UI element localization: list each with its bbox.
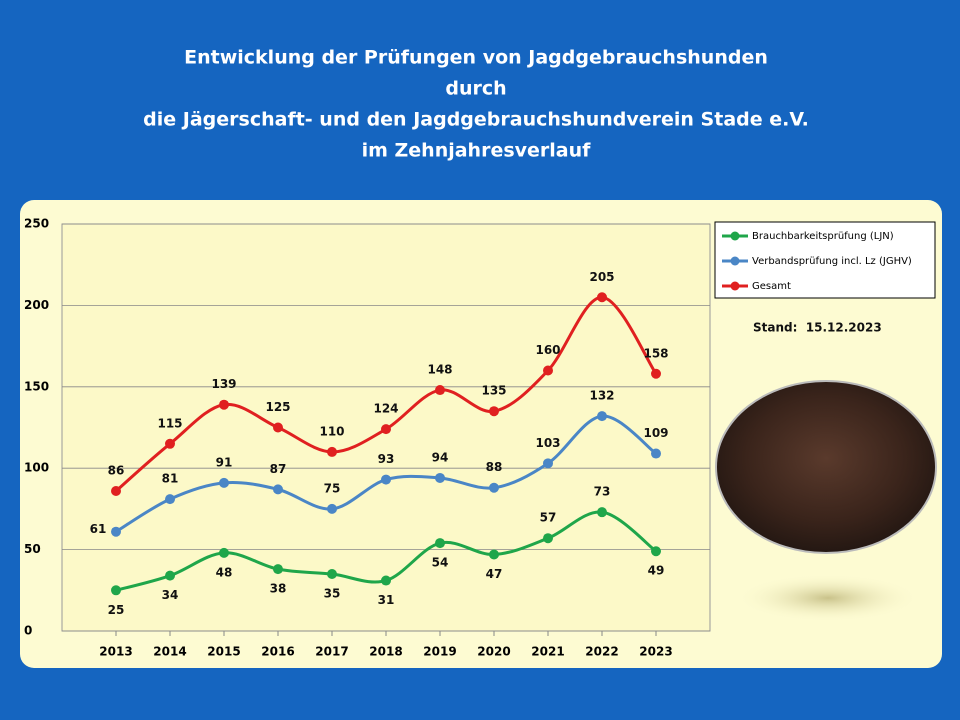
data-label: 38 bbox=[270, 582, 287, 596]
data-label: 148 bbox=[427, 363, 452, 377]
data-label: 103 bbox=[535, 436, 560, 450]
data-point bbox=[543, 533, 553, 544]
data-label: 124 bbox=[373, 402, 398, 416]
data-point bbox=[543, 458, 553, 469]
series-line bbox=[115, 295, 658, 493]
x-tick-label: 2017 bbox=[315, 645, 348, 659]
data-label: 115 bbox=[157, 416, 182, 430]
legend-label: Gesamt bbox=[752, 281, 791, 292]
x-tick-label: 2022 bbox=[585, 645, 618, 659]
data-label: 125 bbox=[265, 400, 290, 414]
data-label: 54 bbox=[432, 556, 449, 570]
data-point bbox=[381, 474, 391, 485]
y-tick-label: 50 bbox=[24, 542, 41, 556]
data-point bbox=[111, 526, 121, 537]
x-tick-label: 2023 bbox=[639, 645, 672, 659]
data-point bbox=[651, 546, 661, 557]
data-point bbox=[597, 507, 607, 518]
x-tick-label: 2013 bbox=[99, 645, 132, 659]
data-label: 31 bbox=[378, 593, 395, 607]
legend-label: Verbandsprüfung incl. Lz (JGHV) bbox=[752, 256, 912, 267]
y-tick-label: 0 bbox=[24, 624, 32, 638]
data-point bbox=[597, 411, 607, 422]
data-point bbox=[111, 585, 121, 596]
data-point bbox=[165, 494, 175, 505]
data-point bbox=[273, 422, 283, 433]
data-label: 158 bbox=[643, 346, 668, 360]
data-point bbox=[165, 570, 175, 581]
data-label: 57 bbox=[540, 511, 557, 525]
data-label: 73 bbox=[594, 485, 611, 499]
data-point bbox=[327, 569, 337, 580]
data-label: 35 bbox=[324, 587, 341, 601]
data-point bbox=[435, 385, 445, 396]
data-point bbox=[219, 547, 229, 558]
chart-title: im Zehnjahresverlauf bbox=[362, 140, 592, 162]
data-label: 109 bbox=[643, 426, 668, 440]
legend-marker bbox=[730, 281, 740, 291]
x-tick-label: 2016 bbox=[261, 645, 294, 659]
data-point bbox=[111, 485, 121, 496]
data-label: 87 bbox=[270, 462, 287, 476]
data-point bbox=[273, 484, 283, 495]
annotation: Stand: 15.12.2023 bbox=[753, 321, 882, 335]
data-point bbox=[219, 477, 229, 488]
chart-title: die Jägerschaft- und den Jagdgebrauchshu… bbox=[143, 109, 809, 131]
data-label: 94 bbox=[432, 450, 449, 464]
data-point bbox=[489, 406, 499, 417]
data-point bbox=[489, 482, 499, 493]
data-label: 49 bbox=[648, 564, 665, 578]
data-label: 34 bbox=[162, 588, 179, 602]
x-tick-label: 2021 bbox=[531, 645, 564, 659]
data-point bbox=[651, 368, 661, 379]
data-point bbox=[273, 564, 283, 575]
legend bbox=[714, 221, 936, 299]
data-label: 132 bbox=[589, 389, 614, 403]
x-tick-label: 2015 bbox=[207, 645, 240, 659]
y-tick-label: 200 bbox=[24, 298, 49, 312]
data-label: 75 bbox=[324, 481, 341, 495]
data-point bbox=[543, 365, 553, 376]
data-label: 47 bbox=[486, 567, 503, 581]
data-point bbox=[165, 438, 175, 449]
data-point bbox=[327, 446, 337, 457]
data-label: 110 bbox=[319, 424, 344, 438]
data-point bbox=[489, 549, 499, 560]
data-label: 25 bbox=[108, 603, 125, 617]
data-label: 81 bbox=[162, 472, 179, 486]
data-label: 93 bbox=[378, 452, 395, 466]
x-tick-label: 2014 bbox=[153, 645, 186, 659]
data-point bbox=[381, 424, 391, 435]
data-label: 88 bbox=[486, 460, 503, 474]
y-tick-label: 250 bbox=[24, 217, 49, 231]
x-tick-label: 2020 bbox=[477, 645, 510, 659]
x-tick-label: 2018 bbox=[369, 645, 402, 659]
photo-shadow bbox=[736, 574, 920, 622]
y-tick-label: 150 bbox=[24, 379, 49, 393]
data-label: 205 bbox=[589, 270, 614, 284]
x-tick-label: 2019 bbox=[423, 645, 456, 659]
data-label: 139 bbox=[211, 377, 236, 391]
data-label: 48 bbox=[216, 565, 233, 579]
y-tick-label: 100 bbox=[24, 461, 49, 475]
data-point bbox=[651, 448, 661, 459]
dog-photo bbox=[715, 380, 937, 554]
legend-marker bbox=[730, 231, 740, 241]
data-point bbox=[435, 538, 445, 549]
data-point bbox=[435, 472, 445, 483]
data-point bbox=[381, 575, 391, 586]
chart-title: Entwicklung der Prüfungen von Jagdgebrau… bbox=[184, 47, 768, 69]
data-label: 135 bbox=[481, 384, 506, 398]
legend-marker bbox=[730, 256, 740, 266]
data-point bbox=[219, 399, 229, 410]
data-label: 86 bbox=[108, 463, 125, 477]
legend-label: Brauchbarkeitsprüfung (LJN) bbox=[752, 231, 894, 242]
data-point bbox=[327, 503, 337, 514]
data-label: 61 bbox=[90, 522, 107, 536]
data-point bbox=[597, 292, 607, 303]
data-label: 160 bbox=[535, 343, 560, 357]
data-label: 91 bbox=[216, 455, 233, 469]
chart-title: durch bbox=[445, 78, 506, 100]
